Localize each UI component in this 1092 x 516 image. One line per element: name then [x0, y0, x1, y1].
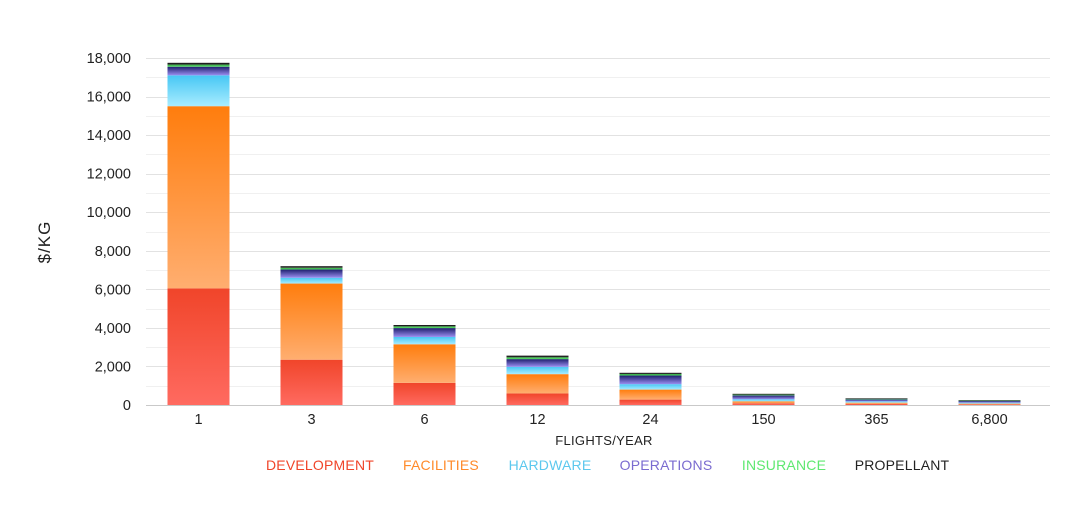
x-tick-label: 6,800 [971, 412, 1007, 428]
x-tick-label: 6 [420, 412, 428, 428]
legend-item-facilities[interactable]: FACILITIES [403, 457, 479, 473]
bar-segment-hardware [958, 402, 1021, 404]
bar-segment-hardware [732, 399, 795, 402]
bar-segment-operations [393, 328, 456, 337]
bar-stack-6 [393, 324, 456, 405]
bar-segment-insurance [393, 326, 456, 329]
bar-segment-propellant [167, 62, 230, 65]
bar-segment-development [732, 403, 795, 405]
bar-segment-propellant [958, 400, 1021, 401]
bar-segment-operations [280, 269, 343, 278]
y-tick-label: 0 [123, 398, 131, 414]
y-tick-label: 14,000 [87, 128, 131, 144]
bar-stack-150 [732, 393, 795, 405]
y-tick-label: 12,000 [87, 167, 131, 183]
bar-segment-insurance [280, 267, 343, 270]
x-tick-label: 365 [864, 412, 888, 428]
bar-segment-development [393, 382, 456, 405]
bar-segment-insurance [167, 64, 230, 67]
bar-stack-365 [845, 398, 908, 405]
bar-segment-propellant [845, 398, 908, 399]
bar-segment-operations [958, 400, 1021, 403]
bar-segment-operations [506, 359, 569, 367]
bar-segment-development [958, 404, 1021, 405]
bar-segment-hardware [619, 384, 682, 390]
bar-segment-hardware [506, 366, 569, 375]
bar-segment-facilities [958, 403, 1021, 405]
y-tick-label: 6,000 [95, 282, 131, 298]
bar-segment-insurance [732, 394, 795, 396]
bar-segment-facilities [732, 401, 795, 404]
bar-segment-development [845, 403, 908, 405]
y-tick-label: 10,000 [87, 205, 131, 221]
bar-segment-propellant [619, 372, 682, 374]
x-tick-label: 24 [642, 412, 658, 428]
y-axis-title: $/KG [35, 221, 54, 264]
bar-stack-6,800 [958, 400, 1021, 405]
bar-segment-hardware [280, 277, 343, 284]
x-axis-ticks: 1 3 6 12 24 150 365 6,800 [194, 412, 1007, 428]
y-tick-label: 4,000 [95, 321, 131, 337]
bar-segment-development [619, 399, 682, 405]
bar-segment-development [506, 393, 569, 405]
x-tick-label: 150 [751, 412, 775, 428]
bar-segment-propellant [732, 393, 795, 395]
bar-stack-12 [506, 355, 569, 405]
y-tick-label: 16,000 [87, 90, 131, 106]
bar-segment-hardware [845, 401, 908, 403]
legend-item-insurance[interactable]: INSURANCE [742, 457, 826, 473]
x-tick-label: 3 [307, 412, 315, 428]
bar-segment-operations [167, 66, 230, 76]
bar-segment-insurance [619, 373, 682, 376]
x-tick-label: 12 [529, 412, 545, 428]
bar-segment-propellant [393, 324, 456, 327]
legend-item-propellant[interactable]: PROPELLANT [855, 457, 950, 473]
bar-stack-1 [167, 62, 230, 405]
bar-segment-facilities [167, 106, 230, 289]
y-tick-label: 8,000 [95, 244, 131, 260]
y-tick-label: 18,000 [87, 51, 131, 67]
bar-segment-facilities [619, 389, 682, 400]
bar-segment-propellant [506, 355, 569, 358]
bar-segment-development [167, 288, 230, 405]
bar-segment-operations [845, 399, 908, 402]
bar-segment-insurance [958, 400, 1021, 402]
bar-segment-insurance [845, 398, 908, 400]
y-tick-label: 2,000 [95, 359, 131, 375]
bar-segment-insurance [506, 357, 569, 360]
legend: DEVELOPMENT FACILITIES HARDWARE OPERATIONS I… [266, 457, 950, 473]
bar-segment-facilities [393, 344, 456, 383]
bar-segment-operations [732, 395, 795, 400]
bar-segment-hardware [393, 336, 456, 345]
legend-item-hardware[interactable]: HARDWARE [509, 457, 592, 473]
bar-segment-operations [619, 375, 682, 385]
legend-item-operations[interactable]: OPERATIONS [620, 457, 713, 473]
x-axis-title: FLIGHTS/YEAR [555, 433, 653, 448]
bar-segment-development [280, 359, 343, 405]
bar-stack-24 [619, 372, 682, 405]
bar-segment-facilities [845, 402, 908, 404]
bar-stack-3 [280, 266, 343, 405]
legend-item-development[interactable]: DEVELOPMENT [266, 457, 374, 473]
x-tick-label: 1 [194, 412, 202, 428]
bar-segment-propellant [280, 266, 343, 268]
y-axis-ticks: 0 2,000 4,000 6,000 8,000 10,000 12,000 14,000 1… [87, 51, 131, 414]
bar-segment-hardware [167, 75, 230, 107]
bar-segment-facilities [280, 283, 343, 360]
bars [167, 62, 1021, 405]
bar-segment-facilities [506, 374, 569, 394]
